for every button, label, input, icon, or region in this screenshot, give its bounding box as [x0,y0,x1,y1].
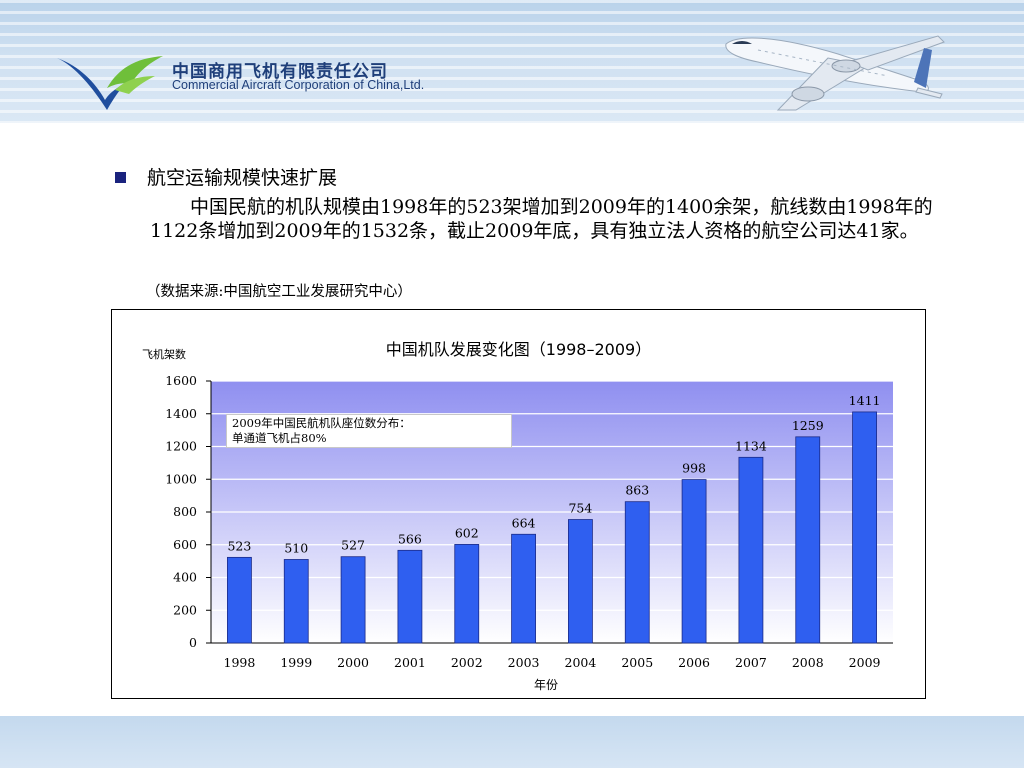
chart-title: 中国机队发展变化图（1998–2009） [385,340,652,359]
bar-value-label: 527 [341,538,365,553]
x-tick-label: 2007 [735,655,767,670]
bar-value-label: 1259 [792,418,824,433]
header-banner: 中国商用飞机有限责任公司 Commercial Aircraft Corpora… [0,0,1024,123]
bar-value-label: 998 [682,461,706,476]
x-tick-label: 2004 [565,655,597,670]
y-tick-label: 1200 [165,439,197,454]
bar [283,559,309,644]
x-tick-label: 2008 [792,655,824,670]
x-tick-label: 2003 [508,655,540,670]
x-tick-label: 2000 [337,655,369,670]
x-tick-label: 2009 [849,655,881,670]
y-tick-label: 600 [173,537,197,552]
chart-annotation: 2009年中国民航机队座位数分布： 单通道飞机占80% [226,414,512,448]
chart-canvas: 0 200 400 600 800 1000 1200 1400 1600 523 1998 510 1… [165,373,893,670]
bar [340,556,366,644]
y-tick-label: 0 [189,635,197,650]
bar-value-label: 523 [227,538,251,553]
bar [568,519,593,644]
data-source-note: （数据来源:中国航空工业发展研究中心） [146,284,412,300]
x-axis-label: 年份 [534,678,559,692]
bar [795,436,821,644]
y-tick-label: 800 [173,504,197,519]
annotation-line-2: 单通道飞机占80% [232,431,327,445]
bar [397,549,423,644]
comac-logo-icon [57,56,163,110]
bar-value-label: 754 [568,501,592,516]
y-tick-label: 1600 [165,373,197,388]
section-heading: 航空运输规模快速扩展 [147,167,338,189]
y-tick-label: 200 [173,602,197,617]
x-tick-label: 2006 [678,655,710,670]
bar-value-label: 1411 [849,393,881,408]
bar-value-label: 1134 [735,438,767,453]
bar [511,533,536,644]
bar-value-label: 566 [398,531,422,546]
airplane-icon [725,35,945,111]
y-tick-label: 400 [173,570,197,585]
x-tick-label: 2002 [451,655,483,670]
bar [681,479,707,644]
y-tick-label: 1000 [165,471,197,486]
bar [454,544,480,644]
fleet-chart: 0 200 400 600 800 1000 1200 1400 1600 523 1998 510 1… [111,309,926,699]
y-axis-label: 飞机架数 [142,348,186,361]
bar [852,411,877,644]
bullet-square [115,172,126,183]
annotation-line-1: 2009年中国民航机队座位数分布： [232,416,411,430]
x-tick-label: 2005 [621,655,653,670]
body-paragraph: 中国民航的机队规模由1998年的523架增加到2009年的1400余架，航线数由… [150,196,933,242]
bar-value-label: 664 [512,515,536,530]
bar [624,501,650,644]
bar [738,456,764,644]
bar-value-label: 863 [625,483,649,498]
x-tick-label: 1999 [280,655,312,670]
footer-band [0,716,1024,768]
bar-value-label: 510 [284,540,308,555]
bar-value-label: 602 [455,525,479,540]
x-tick-label: 2001 [394,655,426,670]
company-name-cn: 中国商用飞机有限责任公司 [172,62,388,82]
y-tick-label: 1400 [165,406,197,421]
bar [227,556,252,644]
x-tick-label: 1998 [224,655,256,670]
company-name-en: Commercial Aircraft Corporation of China… [172,78,425,92]
